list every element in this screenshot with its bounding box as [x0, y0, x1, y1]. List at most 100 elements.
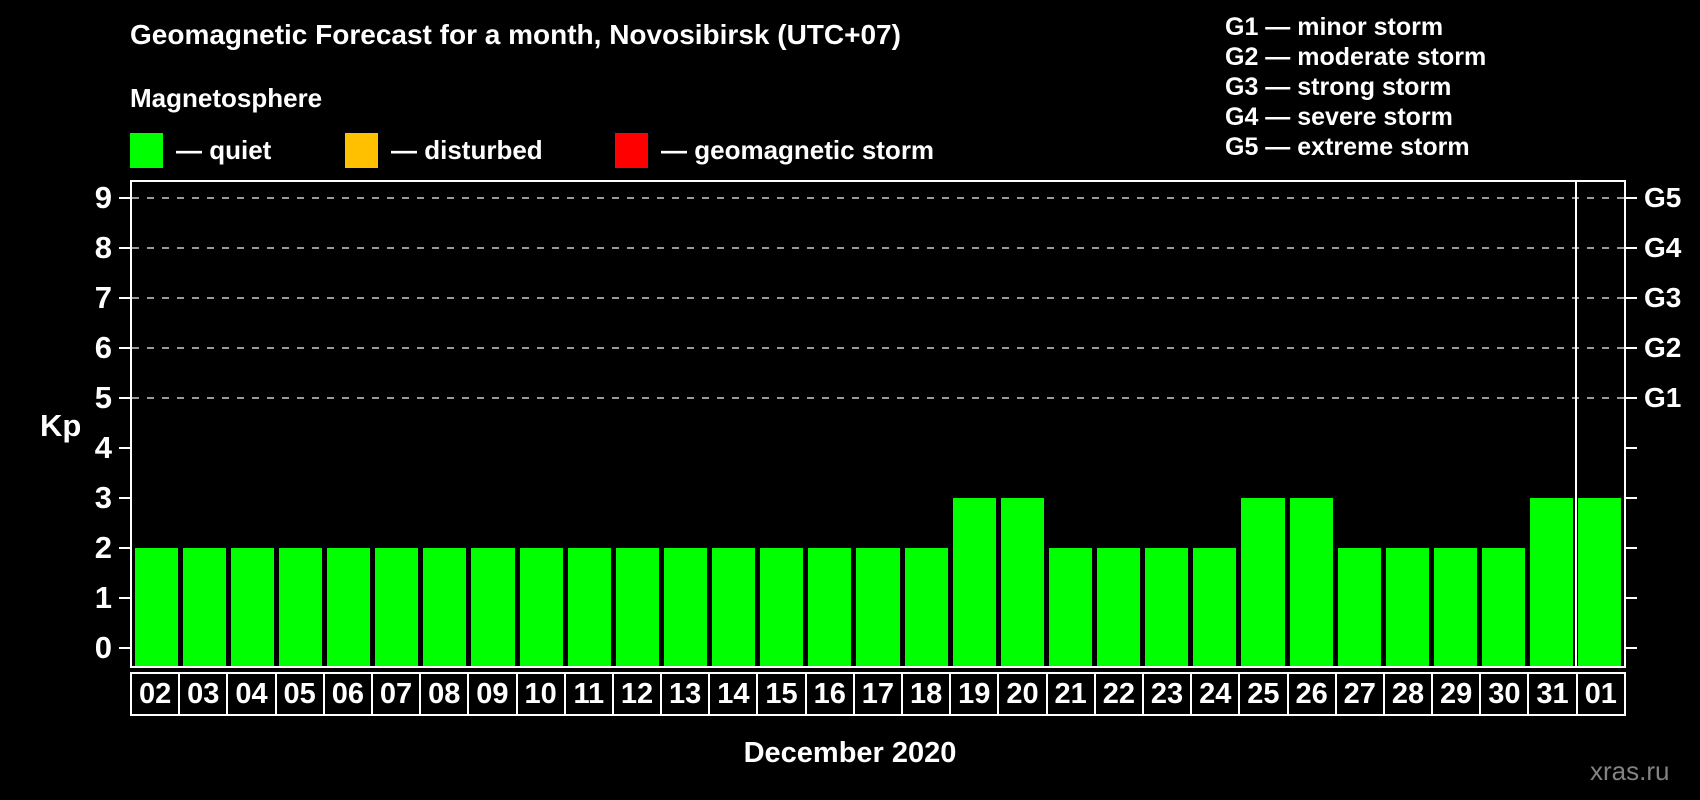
day-label-04: 04 — [226, 672, 277, 716]
kp-bar-day-05 — [278, 548, 322, 666]
kp-bar-day-22 — [1097, 548, 1141, 666]
y-axis-tick — [119, 247, 130, 249]
right-axis-label-g5: G5 — [1644, 182, 1682, 213]
y-axis-tick-label: 7 — [94, 280, 112, 315]
watermark: xras.ru — [1590, 756, 1670, 786]
x-axis-title: December 2020 — [743, 737, 957, 769]
magnetosphere-label: Magnetosphere — [130, 83, 323, 113]
g-legend-line-g1: G1 — minor storm — [1225, 13, 1444, 41]
plot-area — [130, 180, 1626, 668]
kp-bar-day-06 — [327, 548, 371, 666]
right-axis-tick — [1626, 197, 1637, 199]
g-legend-line-g3: G3 — strong storm — [1225, 73, 1452, 101]
day-label-23: 23 — [1141, 672, 1193, 716]
day-label-10: 10 — [515, 672, 566, 716]
x-axis-day-labels: 02 03 04 05 06 07 08 09 10 11 12 13 14 15 16 17 18 19 20 21… — [130, 672, 1626, 716]
day-label-26: 26 — [1286, 672, 1337, 716]
right-axis-tick — [1626, 247, 1637, 249]
legend-item-disturbed: — disturbed — [345, 132, 543, 168]
kp-bar-day-21 — [1048, 548, 1093, 666]
kp-bar-day-09 — [471, 548, 515, 666]
y-axis-tick-label: 3 — [94, 480, 112, 515]
kp-bar-day-24 — [1193, 548, 1237, 666]
y-axis-tick-label: 0 — [94, 630, 112, 665]
g-scale-legend: G1 — minor storm G2 — moderate storm G3 … — [1225, 12, 1486, 162]
right-axis-tick — [1626, 297, 1637, 299]
kp-bar-day-25 — [1241, 498, 1285, 666]
kp-bar-day-15 — [760, 548, 804, 666]
g-legend-line-g2: G2 — moderate storm — [1225, 43, 1487, 71]
storm-color-swatch — [615, 132, 648, 168]
kp-bar-day-16 — [808, 548, 852, 666]
day-label-01: 01 — [1575, 672, 1626, 716]
day-label-02: 02 — [130, 672, 181, 716]
right-axis-label-g4: G4 — [1644, 232, 1682, 263]
kp-bar-day-12 — [615, 548, 659, 666]
gridline-g2 — [132, 347, 1624, 349]
kp-bar-day-02 — [134, 548, 178, 666]
y-axis-tick-label: 8 — [94, 230, 112, 265]
legend-label-disturbed: — disturbed — [391, 134, 543, 165]
kp-bar-day-20 — [1000, 498, 1044, 666]
day-label-03: 03 — [178, 672, 229, 716]
day-label-09: 09 — [467, 672, 518, 716]
right-axis-tick — [1626, 497, 1637, 499]
day-label-30: 30 — [1479, 672, 1530, 716]
day-label-14: 14 — [708, 672, 759, 716]
right-axis-label-g2: G2 — [1644, 332, 1682, 363]
chart-title: Geomagnetic Forecast for a month, Novosi… — [130, 19, 901, 50]
kp-bar-day-26 — [1289, 498, 1333, 666]
y-axis-tick — [119, 447, 130, 449]
kp-bar-day-28 — [1385, 548, 1429, 666]
day-label-19: 19 — [949, 672, 1000, 716]
day-label-22: 22 — [1093, 672, 1144, 716]
kp-bar-day-29 — [1433, 548, 1478, 666]
legend-item-quiet: — quiet — [130, 132, 271, 168]
kp-bar-day-18 — [904, 548, 948, 666]
right-axis-label-g3: G3 — [1644, 282, 1682, 313]
legend-label-storm: — geomagnetic storm — [661, 134, 935, 165]
day-label-11: 11 — [563, 672, 614, 716]
right-axis-tick — [1626, 397, 1637, 399]
y-axis-tick — [119, 597, 130, 599]
kp-bar-day-03 — [182, 548, 226, 666]
y-axis-tick — [119, 347, 130, 349]
gridline-g5 — [132, 197, 1624, 199]
day-label-24: 24 — [1190, 672, 1241, 716]
day-label-20: 20 — [997, 672, 1048, 716]
kp-bar-day-08 — [423, 548, 467, 666]
right-axis-tick — [1626, 347, 1637, 349]
y-axis-tick-label: 1 — [94, 580, 112, 615]
day-label-27: 27 — [1334, 672, 1385, 716]
y-axis-title: Kp — [40, 408, 82, 443]
y-axis-tick-label: 5 — [94, 380, 112, 415]
day-label-28: 28 — [1382, 672, 1434, 716]
day-label-18: 18 — [901, 672, 952, 716]
y-axis-tick-label: 2 — [94, 530, 112, 565]
day-label-29: 29 — [1431, 672, 1482, 716]
day-label-05: 05 — [274, 672, 325, 716]
kp-bar-day-14 — [712, 548, 756, 666]
kp-bar-day-17 — [856, 548, 900, 666]
legend-label-quiet: — quiet — [176, 134, 272, 165]
y-axis-tick-label: 4 — [94, 430, 112, 465]
gridline-g1 — [132, 397, 1624, 399]
kp-bar-day-31 — [1530, 498, 1574, 666]
kp-bar-day-01 — [1578, 498, 1622, 666]
kp-bar-day-07 — [375, 548, 419, 666]
g-legend-line-g5: G5 — extreme storm — [1225, 133, 1470, 161]
gridline-g4 — [132, 247, 1624, 249]
y-axis-tick-label: 9 — [94, 180, 112, 215]
y-axis-tick — [119, 497, 130, 499]
day-label-15: 15 — [756, 672, 807, 716]
day-label-25: 25 — [1238, 672, 1289, 716]
right-axis-tick — [1626, 597, 1637, 599]
kp-bar-day-13 — [663, 548, 708, 666]
day-label-08: 08 — [419, 672, 470, 716]
day-label-17: 17 — [852, 672, 903, 716]
day-label-06: 06 — [322, 672, 373, 716]
month-separator-line — [1574, 182, 1577, 666]
gridline-g3 — [132, 297, 1624, 299]
kp-bar-day-19 — [952, 498, 996, 666]
quiet-color-swatch — [130, 132, 163, 168]
